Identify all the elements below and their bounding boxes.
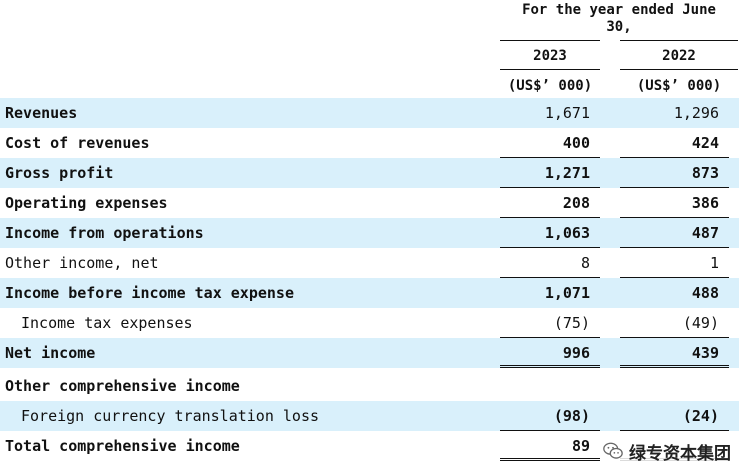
- unit-2023-header: (US$’ 000): [507, 78, 593, 94]
- row-label: Other comprehensive income: [5, 377, 240, 395]
- value-2023: 1,271: [500, 158, 600, 188]
- watermark-text: 绿专资本集团: [629, 443, 731, 464]
- value-2023: 8: [500, 248, 600, 278]
- period-header-line1: For the year ended June: [522, 2, 716, 18]
- value-2022: (24): [620, 401, 729, 431]
- year-2023-header: 2023: [533, 48, 567, 64]
- value-2023: 400: [500, 128, 600, 158]
- row-label: Income tax expenses: [21, 314, 193, 332]
- value-2022: 386: [620, 188, 729, 218]
- header-divider-2023: [500, 40, 600, 41]
- row-label: Income before income tax expense: [5, 284, 294, 302]
- row-revenues: Revenues 1,671 1,296: [0, 98, 739, 128]
- row-label: Gross profit: [5, 164, 114, 182]
- row-label: Other income, net: [5, 254, 159, 272]
- value-2023: (75): [500, 308, 600, 338]
- income-statement-table: Revenues 1,671 1,296 Cost of revenues 40…: [0, 98, 739, 461]
- row-foreign-currency-translation-loss: Foreign currency translation loss (98) (…: [0, 401, 739, 431]
- wechat-icon: [603, 442, 623, 459]
- year-divider-2023: [500, 69, 600, 70]
- value-2022: 1: [620, 248, 729, 278]
- row-other-comprehensive-income: Other comprehensive income: [0, 368, 739, 401]
- value-2022: 1,296: [673, 104, 719, 122]
- row-label: Total comprehensive income: [5, 437, 240, 455]
- row-other-income-net: Other income, net 8 1: [0, 248, 739, 278]
- row-label: Foreign currency translation loss: [21, 407, 320, 425]
- unit-2022-header: (US$’ 000): [636, 78, 722, 94]
- row-income-from-operations: Income from operations 1,063 487: [0, 218, 739, 248]
- period-header: For the year ended June 30,: [500, 2, 738, 36]
- row-cost-of-revenues: Cost of revenues 400 424: [0, 128, 739, 158]
- row-income-tax-expenses: Income tax expenses (75) (49): [0, 308, 739, 338]
- header-divider-2022: [620, 40, 738, 41]
- period-header-line2: 30,: [606, 19, 632, 35]
- row-operating-expenses: Operating expenses 208 386: [0, 188, 739, 218]
- value-2022: 424: [620, 128, 729, 158]
- value-2022: 439: [620, 338, 729, 368]
- row-gross-profit: Gross profit 1,271 873: [0, 158, 739, 188]
- row-label: Operating expenses: [5, 194, 168, 212]
- value-2022: 488: [691, 284, 719, 302]
- value-2022: 487: [620, 218, 729, 248]
- row-label: Cost of revenues: [5, 134, 150, 152]
- value-2023: 1,071: [544, 284, 590, 302]
- value-2023: 208: [500, 188, 600, 218]
- value-2023: 996: [500, 338, 600, 368]
- row-income-before-tax: Income before income tax expense 1,071 4…: [0, 278, 739, 308]
- year-divider-2022: [620, 69, 738, 70]
- watermark: 绿专资本集团: [600, 438, 733, 464]
- value-2022: (49): [620, 308, 729, 338]
- year-2022-header: 2022: [662, 48, 696, 64]
- value-2023: 1,063: [500, 218, 600, 248]
- row-label: Income from operations: [5, 224, 204, 242]
- value-2023: (98): [500, 401, 600, 431]
- row-label: Net income: [5, 344, 96, 362]
- value-2022: 873: [620, 158, 729, 188]
- value-2023: 89: [500, 431, 600, 461]
- row-net-income: Net income 996 439: [0, 338, 739, 368]
- value-2023: 1,671: [544, 104, 590, 122]
- row-label: Revenues: [5, 104, 78, 122]
